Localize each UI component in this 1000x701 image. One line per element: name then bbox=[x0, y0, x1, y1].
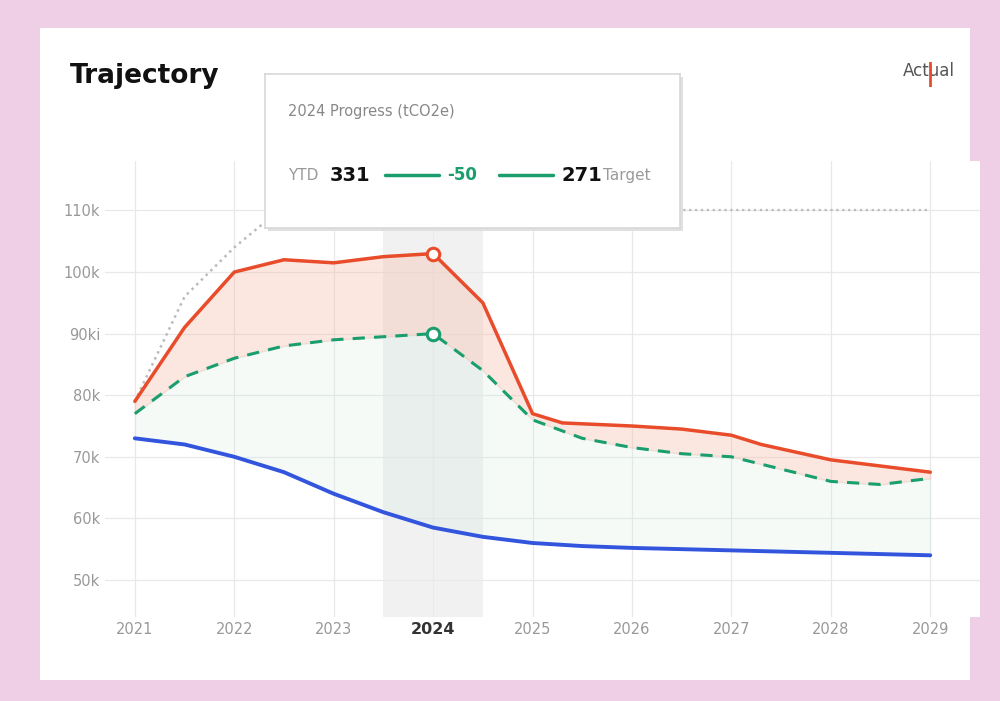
Text: -50: -50 bbox=[448, 166, 477, 184]
Text: YTD: YTD bbox=[288, 168, 318, 183]
Text: 331: 331 bbox=[329, 166, 370, 185]
Text: Target: Target bbox=[603, 168, 651, 183]
Text: Actual: Actual bbox=[903, 62, 955, 80]
Bar bbox=[383, 161, 483, 617]
Text: |: | bbox=[926, 62, 935, 87]
Text: 271: 271 bbox=[562, 166, 602, 185]
Text: 2024 Progress (tCO2e): 2024 Progress (tCO2e) bbox=[288, 104, 454, 119]
Text: Trajectory: Trajectory bbox=[70, 63, 220, 89]
